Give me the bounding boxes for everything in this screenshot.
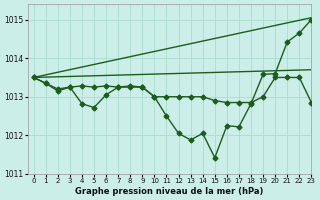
X-axis label: Graphe pression niveau de la mer (hPa): Graphe pression niveau de la mer (hPa)	[75, 187, 264, 196]
